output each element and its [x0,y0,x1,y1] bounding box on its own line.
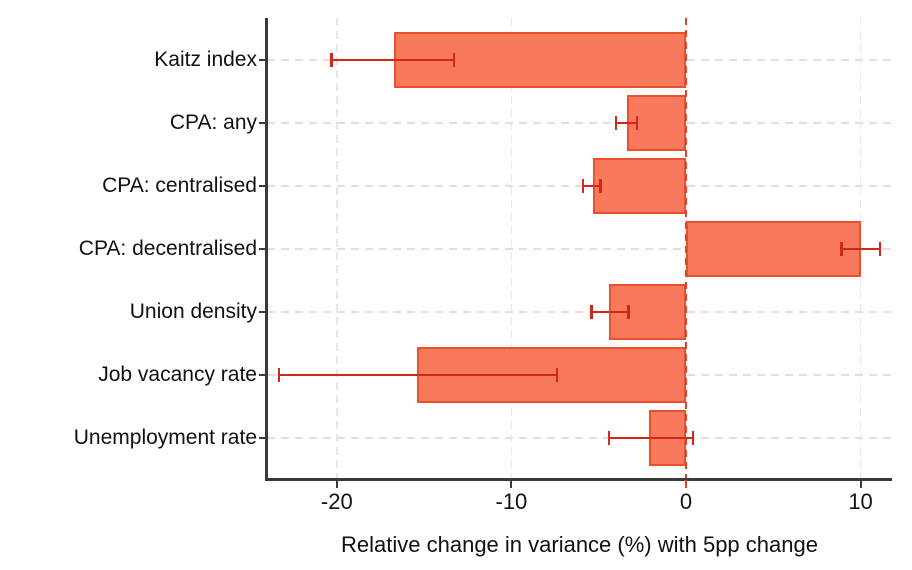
vertical-gridline [336,18,338,478]
y-axis-tick [259,248,267,250]
category-label: Unemployment rate [73,426,257,449]
error-bar-cap-low [614,116,618,130]
horizontal-gridline [267,311,892,313]
error-bar-line [279,373,557,377]
x-axis-tick [510,480,513,488]
y-axis-tick [259,185,267,187]
error-bar-cap-low [581,179,585,193]
error-bar-cap-high [599,179,602,193]
error-bar-line [616,121,638,125]
error-bar-cap-high [555,368,559,382]
y-axis-tick [259,311,267,313]
category-label: Union density [129,300,257,323]
error-bar-cap-high [627,305,630,319]
x-tick-label: -10 [495,489,528,514]
plot-area [267,18,892,487]
x-tick-label: -20 [320,489,353,514]
horizontal-gridline [267,437,892,439]
y-axis-tick [259,122,267,124]
y-axis-tick [259,59,267,61]
error-bar-line [609,436,693,440]
error-bar-cap-low [330,53,333,67]
x-axis-title: Relative change in variance (%) with 5pp… [341,532,818,557]
error-bar-cap-high [878,242,882,256]
error-bar-cap-low [840,242,843,256]
horizontal-gridline [267,122,892,124]
y-axis-tick [259,374,267,376]
x-tick-label: 0 [679,489,693,514]
horizontal-gridline [267,248,892,250]
error-bar-cap-high [635,116,639,130]
x-axis-tick [859,480,862,488]
x-axis-line [265,478,892,481]
error-bar-line [582,184,601,188]
category-label: CPA: centralised [102,174,257,197]
category-label: CPA: decentralised [78,237,257,260]
error-bar-cap-high [691,431,695,445]
category-label: CPA: any [169,111,257,134]
error-bar-line [591,310,629,314]
error-bar-line [841,247,880,251]
zero-reference-line [684,18,688,487]
error-bar-cap-high [452,53,456,67]
bar [593,158,686,214]
error-bar-cap-low [607,431,611,445]
error-bar-line [331,58,454,62]
y-axis-tick [259,437,267,439]
bar [685,221,861,277]
category-label: Job vacancy rate [98,363,257,386]
x-axis-tick [335,480,338,488]
vertical-gridline [510,18,513,478]
horizontal-gridline [267,185,892,187]
error-bar-cap-low [277,368,281,382]
x-axis-tick [684,480,687,488]
x-tick-label: 10 [848,489,873,514]
category-label: Kaitz index [154,48,257,71]
error-bar-cap-low [590,305,593,319]
